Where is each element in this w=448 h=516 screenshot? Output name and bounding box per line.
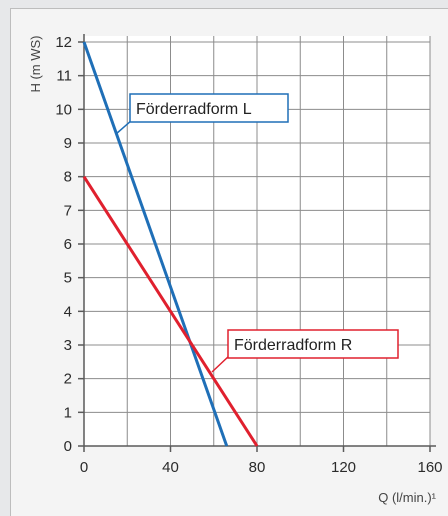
- y-tick-label: 3: [64, 337, 72, 354]
- callout-box-l: [129, 93, 289, 123]
- legend-label-l: Förderradform L: [136, 101, 252, 118]
- y-tick-label: 9: [64, 135, 72, 152]
- legend-label-r: Förderradform R: [234, 337, 352, 354]
- y-tick-label: 11: [56, 68, 72, 85]
- series-line-l: [82, 41, 229, 447]
- y-tick-label: 2: [64, 371, 72, 388]
- y-tick-label: 4: [64, 303, 72, 320]
- axes: [83, 34, 436, 447]
- y-axis-label: H (m WS): [28, 35, 43, 92]
- y-tick-label: 10: [55, 101, 72, 118]
- series-group: [82, 41, 259, 447]
- series-line-r: [82, 175, 259, 447]
- grid: [83, 36, 431, 447]
- y-tick-label: 8: [64, 169, 72, 186]
- y-tick-label: 12: [55, 34, 72, 51]
- y-tick-label: 0: [64, 438, 72, 455]
- callout-box-r: [227, 329, 399, 359]
- x-axis-label: Q (l/min.)¹: [378, 490, 436, 505]
- x-tick-label: 40: [162, 459, 179, 476]
- y-tick-label: 5: [64, 270, 72, 287]
- x-tick-label: 160: [417, 459, 442, 476]
- legend-callouts: Förderradform L Förderradform R: [115, 93, 399, 373]
- x-tick-label: 80: [249, 459, 266, 476]
- y-tick-label: 7: [64, 202, 72, 219]
- x-tick-label: 0: [80, 459, 88, 476]
- callout-leader-r: [211, 354, 231, 373]
- y-tick-label: 6: [64, 236, 72, 253]
- y-tick-label: 1: [64, 404, 72, 421]
- x-tick-label: 120: [331, 459, 356, 476]
